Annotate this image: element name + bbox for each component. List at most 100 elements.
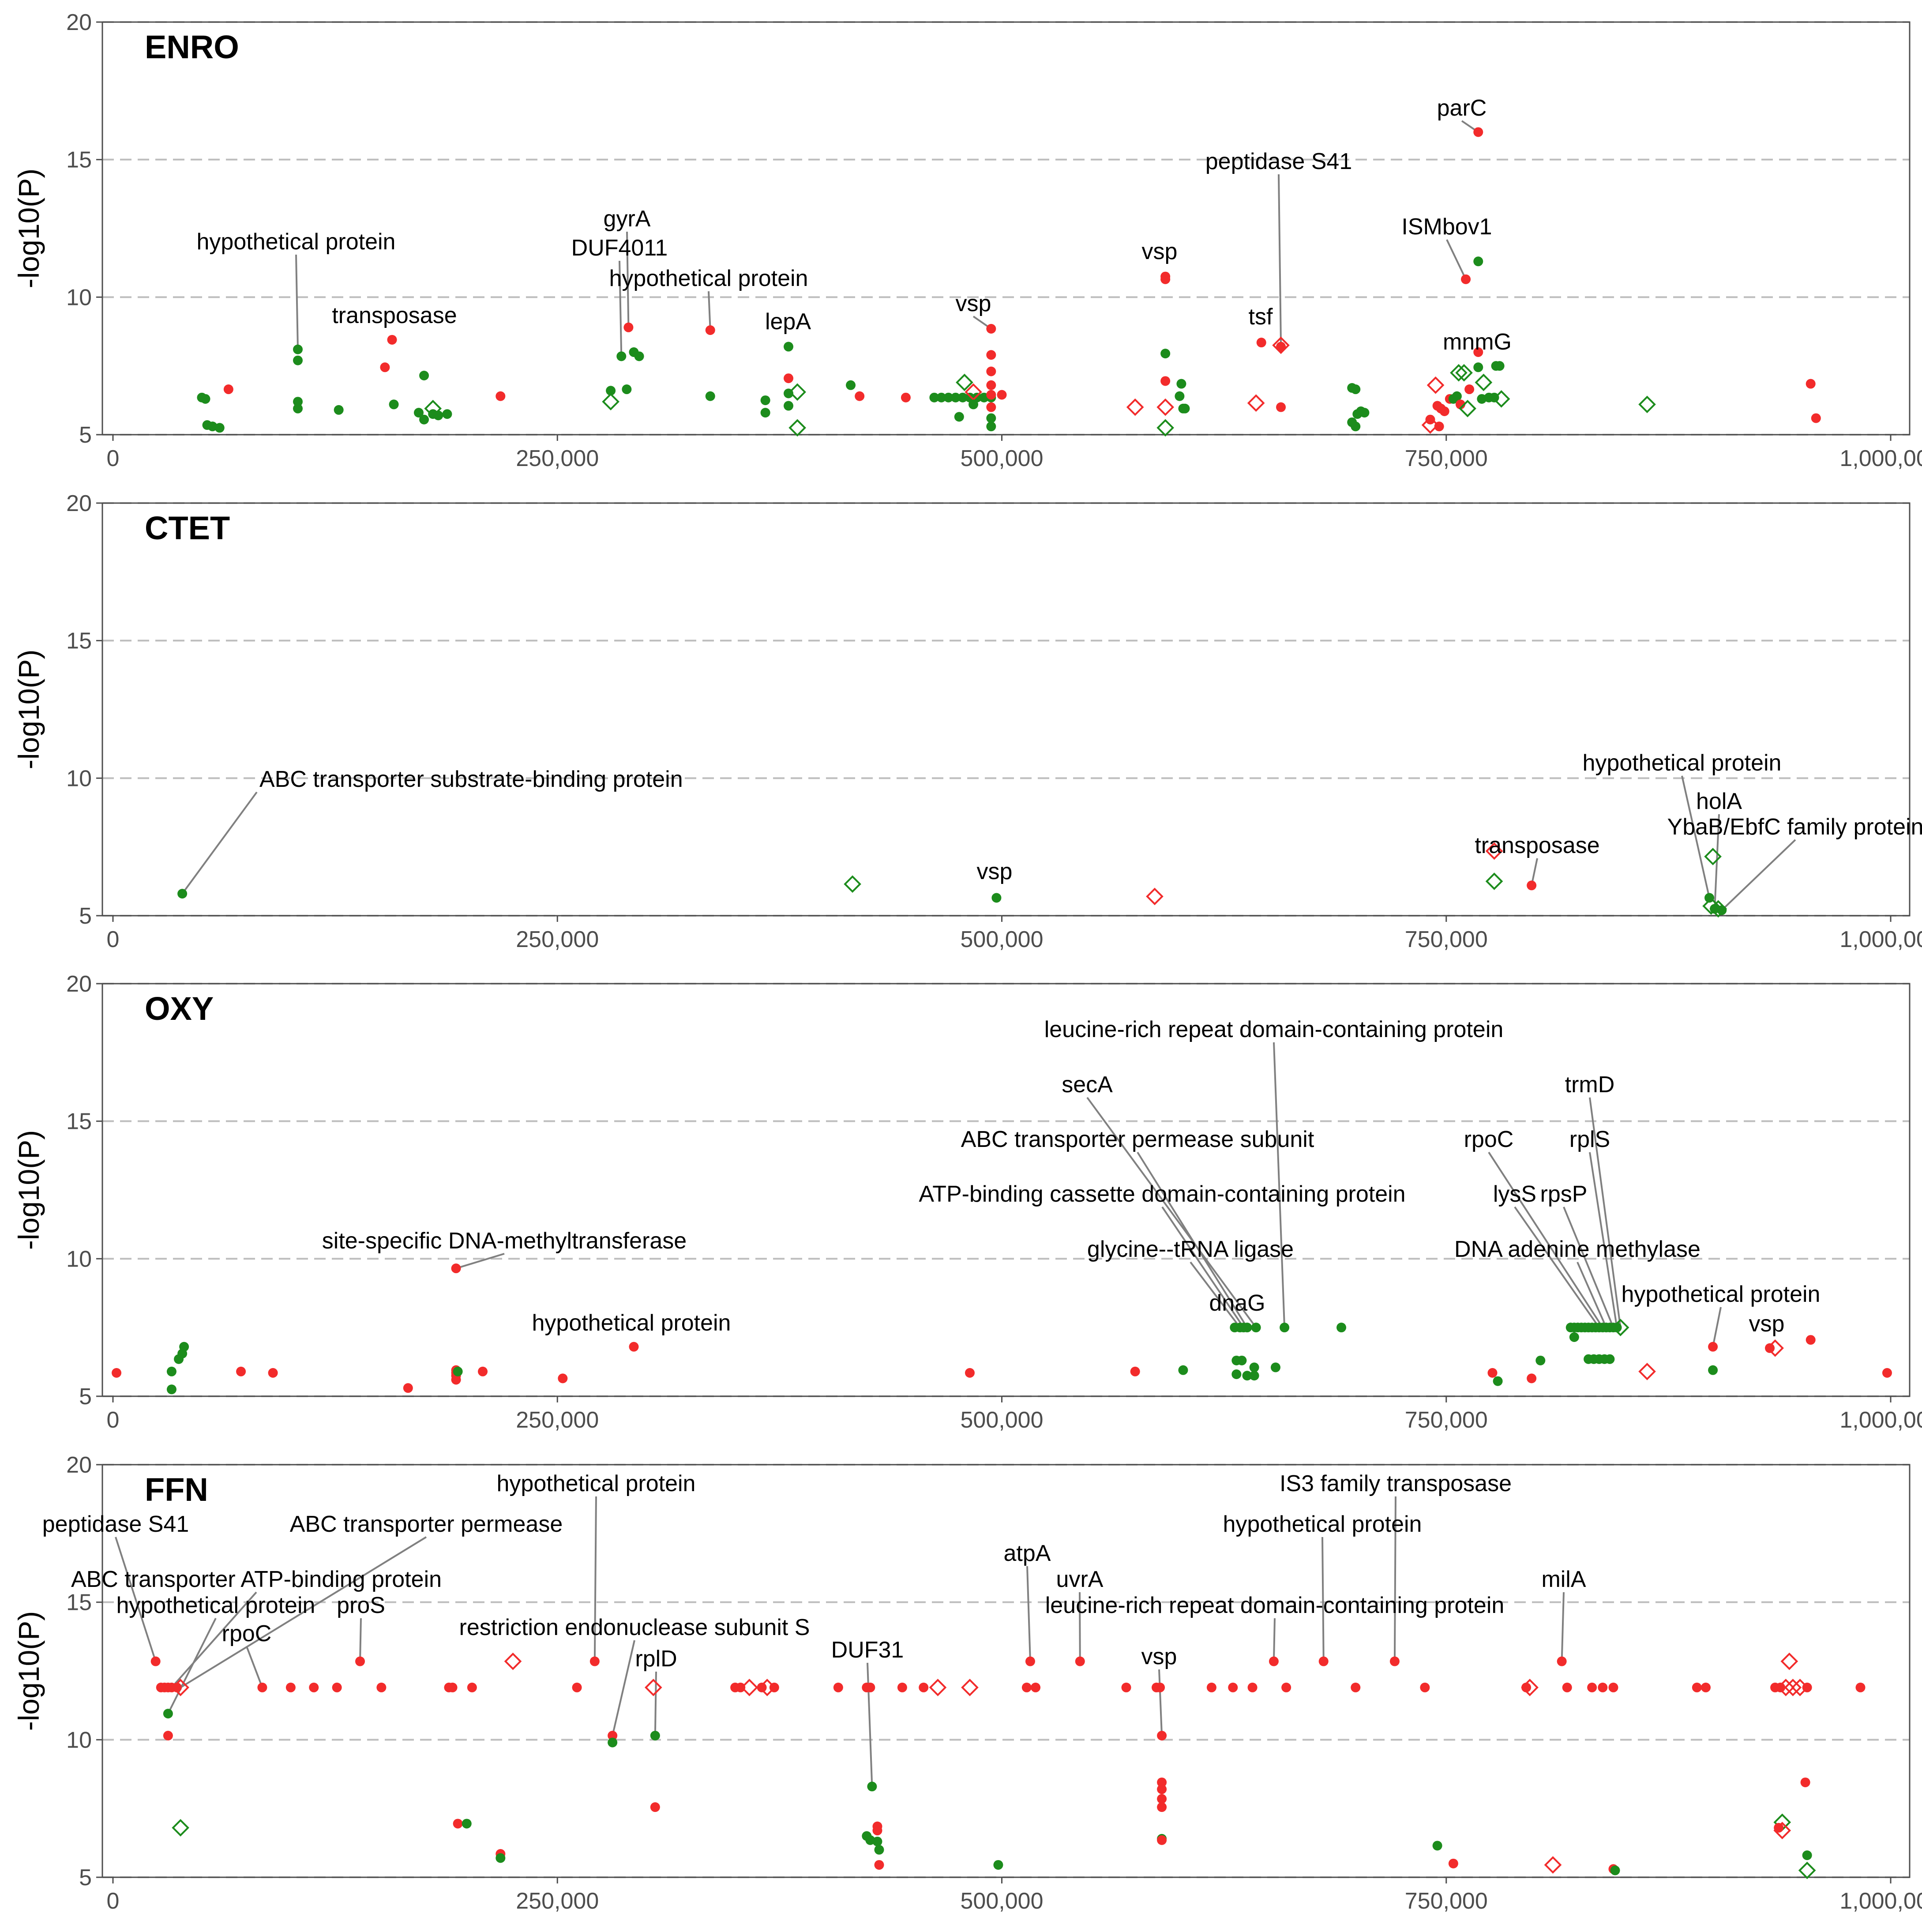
panel-title: ENRO [145, 29, 239, 65]
panel-frame [101, 21, 1911, 436]
annotation-leader [1681, 775, 1710, 898]
data-point-red [236, 1366, 246, 1376]
x-tick-label: 500,000 [961, 1407, 1044, 1433]
annotation-leader [1190, 1261, 1241, 1328]
data-point-green [936, 392, 946, 402]
x-tick-label: 500,000 [961, 446, 1044, 471]
data-point-green [784, 401, 794, 411]
annotation-leader [1577, 1262, 1607, 1328]
x-tick-label: 1,000,000 [1839, 1888, 1922, 1914]
data-point-green [1176, 379, 1186, 389]
data-point-diamond-red [1638, 1363, 1656, 1380]
data-point-green [293, 403, 303, 413]
data-point-red [1021, 1682, 1032, 1692]
x-tick-label: 1,000,000 [1839, 927, 1922, 952]
annotation-label: hypothetical protein [1583, 750, 1782, 776]
annotation-leader [1026, 1566, 1031, 1661]
annotation-leader [619, 260, 623, 357]
annotation-label: trmD [1565, 1072, 1615, 1098]
x-tick-label: 750,000 [1405, 927, 1488, 952]
data-point-green [969, 399, 979, 410]
y-axis-label: -log10(P) [12, 1611, 45, 1731]
annotation-label: dnaG [1209, 1290, 1265, 1316]
annotation-label: leucine-rich repeat domain-containing pr… [1045, 1593, 1505, 1618]
annotation-label: vsp [1749, 1311, 1785, 1337]
data-point-red [380, 362, 390, 372]
data-point-red [1461, 274, 1471, 284]
y-tick-label: 20 [66, 971, 92, 997]
annotation-label: mnmG [1443, 329, 1512, 355]
panel-title: OXY [145, 990, 214, 1027]
data-point-diamond-red [1544, 1856, 1562, 1874]
data-point-diamond-green [1704, 848, 1722, 865]
data-point-red [986, 390, 996, 400]
data-point-red [1473, 127, 1483, 137]
data-point-red [1157, 1794, 1167, 1804]
annotation-label: rplS [1569, 1127, 1610, 1152]
data-point-diamond-red [1784, 1679, 1802, 1696]
annotation-label: ABC transporter permease subunit [961, 1127, 1314, 1152]
data-point-diamond-red [929, 1679, 947, 1696]
data-point-green [496, 1853, 506, 1863]
x-tick-label: 250,000 [516, 1407, 599, 1433]
data-point-diamond-red [1272, 336, 1290, 354]
data-point-green [634, 351, 644, 361]
data-point-green [1493, 1376, 1503, 1386]
annotation-label: DUF4011 [571, 235, 668, 261]
y-axis-label: -log10(P) [12, 169, 45, 288]
data-point-red [1527, 880, 1537, 891]
x-tick-label: 500,000 [961, 927, 1044, 952]
data-point-green [1160, 349, 1171, 359]
data-point-green [1708, 1365, 1718, 1375]
data-point-green [1569, 1332, 1579, 1342]
data-point-green [177, 889, 188, 899]
data-point-diamond-green [1492, 390, 1510, 408]
data-point-red [833, 1682, 843, 1692]
data-point-green [957, 392, 968, 402]
data-point-red [268, 1368, 278, 1378]
data-point-red [150, 1656, 161, 1666]
data-point-diamond-green [602, 393, 619, 411]
x-tick-label: 750,000 [1405, 1407, 1488, 1433]
data-point-green [872, 1836, 882, 1846]
data-point-red [986, 366, 996, 376]
data-point-red [965, 1368, 975, 1378]
data-point-red [608, 1730, 618, 1740]
annotation-leader [1488, 1151, 1603, 1328]
annotation-label: vsp [1142, 239, 1178, 264]
annotation-leader [1086, 1097, 1257, 1328]
data-point-red [163, 1730, 173, 1740]
data-point-red [467, 1682, 477, 1692]
data-point-red [1692, 1682, 1702, 1692]
data-point-diamond-green [1485, 872, 1503, 890]
data-point-green [433, 410, 443, 421]
data-point-red [355, 1656, 365, 1666]
data-point-green [608, 1737, 618, 1748]
data-point-red [997, 390, 1007, 400]
y-tick-label: 20 [66, 1452, 92, 1478]
annotation-leader [181, 791, 258, 895]
data-point-green [1249, 1371, 1259, 1381]
data-point-red [986, 350, 996, 360]
data-point-red [1598, 1682, 1608, 1692]
annotation-label: rplD [635, 1646, 677, 1672]
annotation-leader [867, 1662, 873, 1787]
annotation-label: hypothetical protein [609, 266, 808, 291]
annotation-label: gyrA [604, 206, 651, 232]
y-tick-label: 10 [66, 285, 92, 310]
data-point-green [293, 355, 303, 365]
annotation-label: lysS [1493, 1181, 1536, 1207]
data-point-green [954, 412, 964, 422]
annotation-leader [1561, 1592, 1565, 1661]
data-point-red [558, 1373, 568, 1383]
annotation-leader [171, 1591, 257, 1688]
data-point-green [1180, 403, 1190, 413]
data-point-green [1231, 1369, 1242, 1379]
data-point-red [1228, 1682, 1238, 1692]
y-tick-label: 5 [79, 903, 92, 929]
annotation-leader [1278, 174, 1282, 346]
annotation-leader [1158, 1669, 1163, 1736]
data-point-red [1157, 1730, 1167, 1740]
annotation-label: DNA adenine methylase [1454, 1237, 1701, 1262]
data-point-green [1249, 1362, 1259, 1372]
